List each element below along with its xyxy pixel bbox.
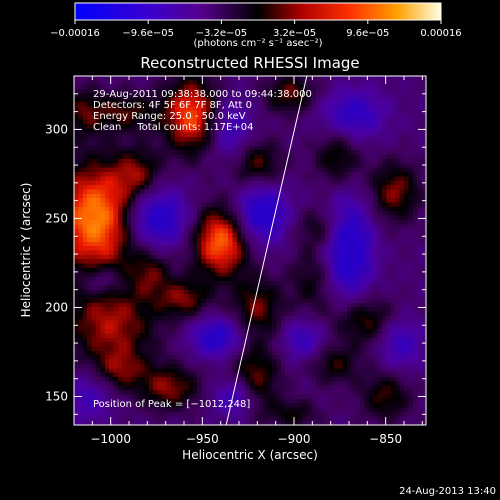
x-tick-label: −950: [186, 432, 219, 446]
plot-frame: [73, 75, 427, 426]
y-axis-label: Heliocentric Y (arcsec): [19, 183, 33, 318]
colorbar-unit-label: (photons cm⁻² s⁻¹ asec⁻²): [193, 38, 322, 49]
peak-position-label: Position of Peak = [−1012,248]: [93, 399, 250, 410]
y-tick-label: 150: [45, 390, 68, 404]
x-tick-label: −900: [278, 432, 311, 446]
solar-limb-line: [225, 76, 308, 425]
axis-ticks: −1000 −950 −900 −850 150 200 250 300: [45, 75, 426, 446]
y-tick-label: 200: [45, 300, 68, 314]
annotation-energy-range: Energy Range: 25.0 ‑ 50.0 keV: [93, 111, 246, 122]
x-tick-label: −1000: [90, 432, 131, 446]
annotation-total-counts: Clean Total counts: 1.17E+04: [93, 122, 253, 133]
colorbar-tick-label: −0.00016: [50, 28, 100, 39]
annotation-detectors: Detectors: 4F 5F 6F 7F 8F, Att 0: [93, 100, 252, 111]
colorbar-tick-label: 0.00016: [420, 28, 461, 39]
colorbar-tick-label: −9.6e−05: [122, 28, 174, 39]
chart-title: Reconstructed RHESSI Image: [140, 54, 359, 72]
colorbar-ticks: −0.00016 −9.6e−05 −3.2e−05 3.2e−05 9.6e−05 0.…: [50, 20, 462, 39]
x-axis-label: Heliocentric X (arcsec): [182, 448, 318, 462]
colorbar: [74, 2, 442, 21]
y-tick-label: 250: [45, 211, 68, 225]
colorbar-tick-label: −3.2e−05: [196, 28, 248, 39]
x-tick-label: −850: [369, 432, 402, 446]
colorbar-tick-label: 9.6e−05: [346, 28, 389, 39]
annotation-time-range: 29‑Aug‑2011 09:38:38.000 to 09:44:38.000: [93, 89, 312, 100]
heatmap-image: [74, 76, 426, 425]
timestamp: 24‑Aug‑2013 13:40: [399, 486, 496, 497]
y-tick-label: 300: [45, 122, 68, 136]
colorbar-tick-label: 3.2e−05: [273, 28, 316, 39]
